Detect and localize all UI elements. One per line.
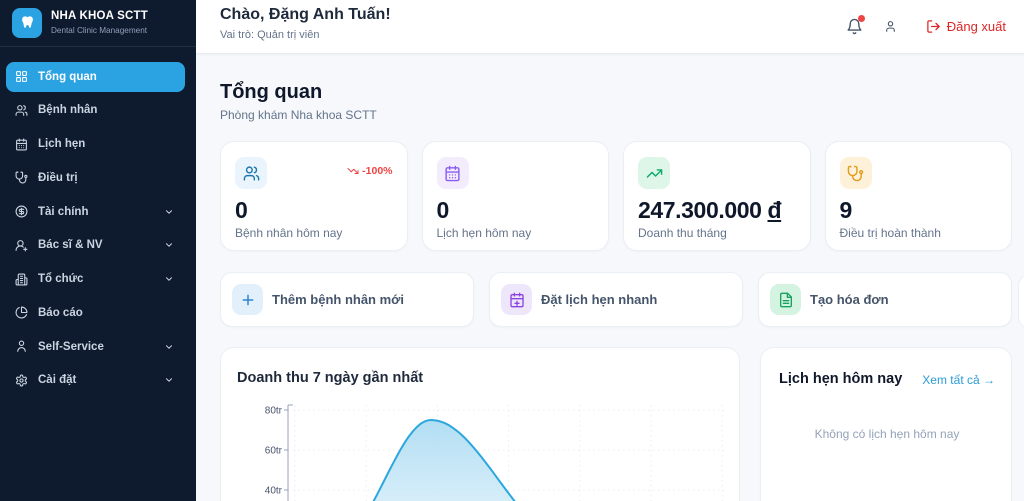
svg-text:60tr: 60tr [265,445,283,456]
svg-text:40tr: 40tr [265,485,283,496]
svg-text:80tr: 80tr [265,405,283,416]
